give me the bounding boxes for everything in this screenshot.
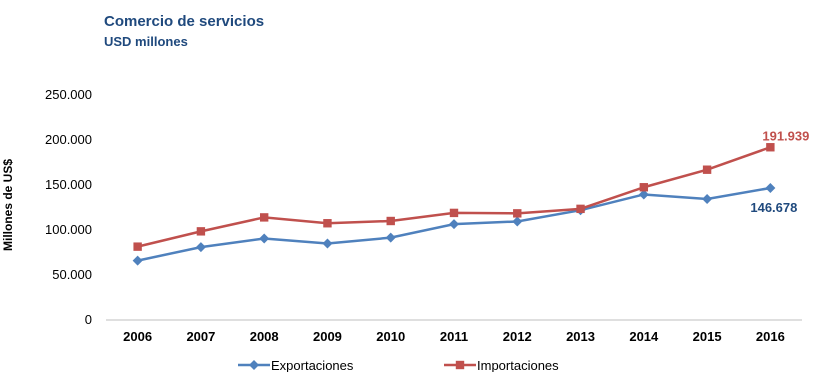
data-point-exportaciones <box>132 255 143 266</box>
x-tick-label: 2014 <box>629 329 659 344</box>
x-tick-label: 2015 <box>693 329 722 344</box>
data-point-exportaciones <box>638 189 649 200</box>
end-label-importaciones: 191.939 <box>762 128 809 143</box>
data-point-importaciones <box>639 183 649 192</box>
y-tick-label: 0 <box>85 312 92 327</box>
data-point-importaciones <box>513 209 522 218</box>
x-tick-label: 2006 <box>123 329 152 344</box>
y-tick-label: 250.000 <box>45 87 92 102</box>
legend-label-importaciones: Importaciones <box>477 358 559 372</box>
data-point-exportaciones <box>512 216 523 227</box>
data-point-exportaciones <box>702 193 713 204</box>
x-tick-label: 2007 <box>186 329 215 344</box>
x-tick-label: 2009 <box>313 329 342 344</box>
data-point-exportaciones <box>765 182 776 193</box>
data-point-exportaciones <box>322 238 333 249</box>
data-point-importaciones <box>196 227 206 236</box>
x-tick-label: 2011 <box>440 329 468 344</box>
data-point-exportaciones <box>449 219 459 230</box>
series-group <box>132 143 776 266</box>
end-labels: 146.678 191.939 <box>750 128 809 215</box>
x-tick-label: 2013 <box>566 329 595 344</box>
y-axis-label: Millones de US$ <box>1 159 15 251</box>
legend-marker-importaciones <box>455 360 465 370</box>
data-point-importaciones <box>766 143 775 152</box>
y-tick-label: 50.000 <box>52 267 92 282</box>
data-point-importaciones <box>259 213 269 222</box>
legend-marker-exportaciones <box>249 360 259 370</box>
legend-label-exportaciones: Exportaciones <box>271 358 354 372</box>
chart-subtitle: USD millones <box>104 34 188 49</box>
x-tick-label: 2008 <box>250 329 279 344</box>
data-point-exportaciones <box>195 242 206 253</box>
data-point-exportaciones <box>385 232 396 243</box>
data-point-importaciones <box>702 165 712 174</box>
data-point-importaciones <box>576 204 585 214</box>
data-point-exportaciones <box>259 233 270 244</box>
data-point-importaciones <box>133 242 142 251</box>
chart-title: Comercio de servicios <box>104 13 264 30</box>
x-axis-ticks: 2006 2007 2008 2009 2010 2011 2012 2013 2014 2015… <box>123 329 785 344</box>
data-point-importaciones <box>449 208 459 218</box>
x-tick-label: 2012 <box>503 329 532 344</box>
y-axis-ticks: 0 50.000 100.000 150.000 200.000 250.000 <box>45 87 92 327</box>
legend: Exportaciones Importaciones <box>238 358 559 372</box>
x-tick-label: 2016 <box>756 329 785 344</box>
x-tick-label: 2010 <box>376 329 405 344</box>
y-tick-label: 100.000 <box>45 222 92 237</box>
y-tick-label: 200.000 <box>45 132 92 147</box>
end-label-exportaciones: 146.678 <box>750 200 797 215</box>
y-tick-label: 150.000 <box>45 177 92 192</box>
data-point-importaciones <box>323 219 332 228</box>
data-point-importaciones <box>386 216 395 226</box>
